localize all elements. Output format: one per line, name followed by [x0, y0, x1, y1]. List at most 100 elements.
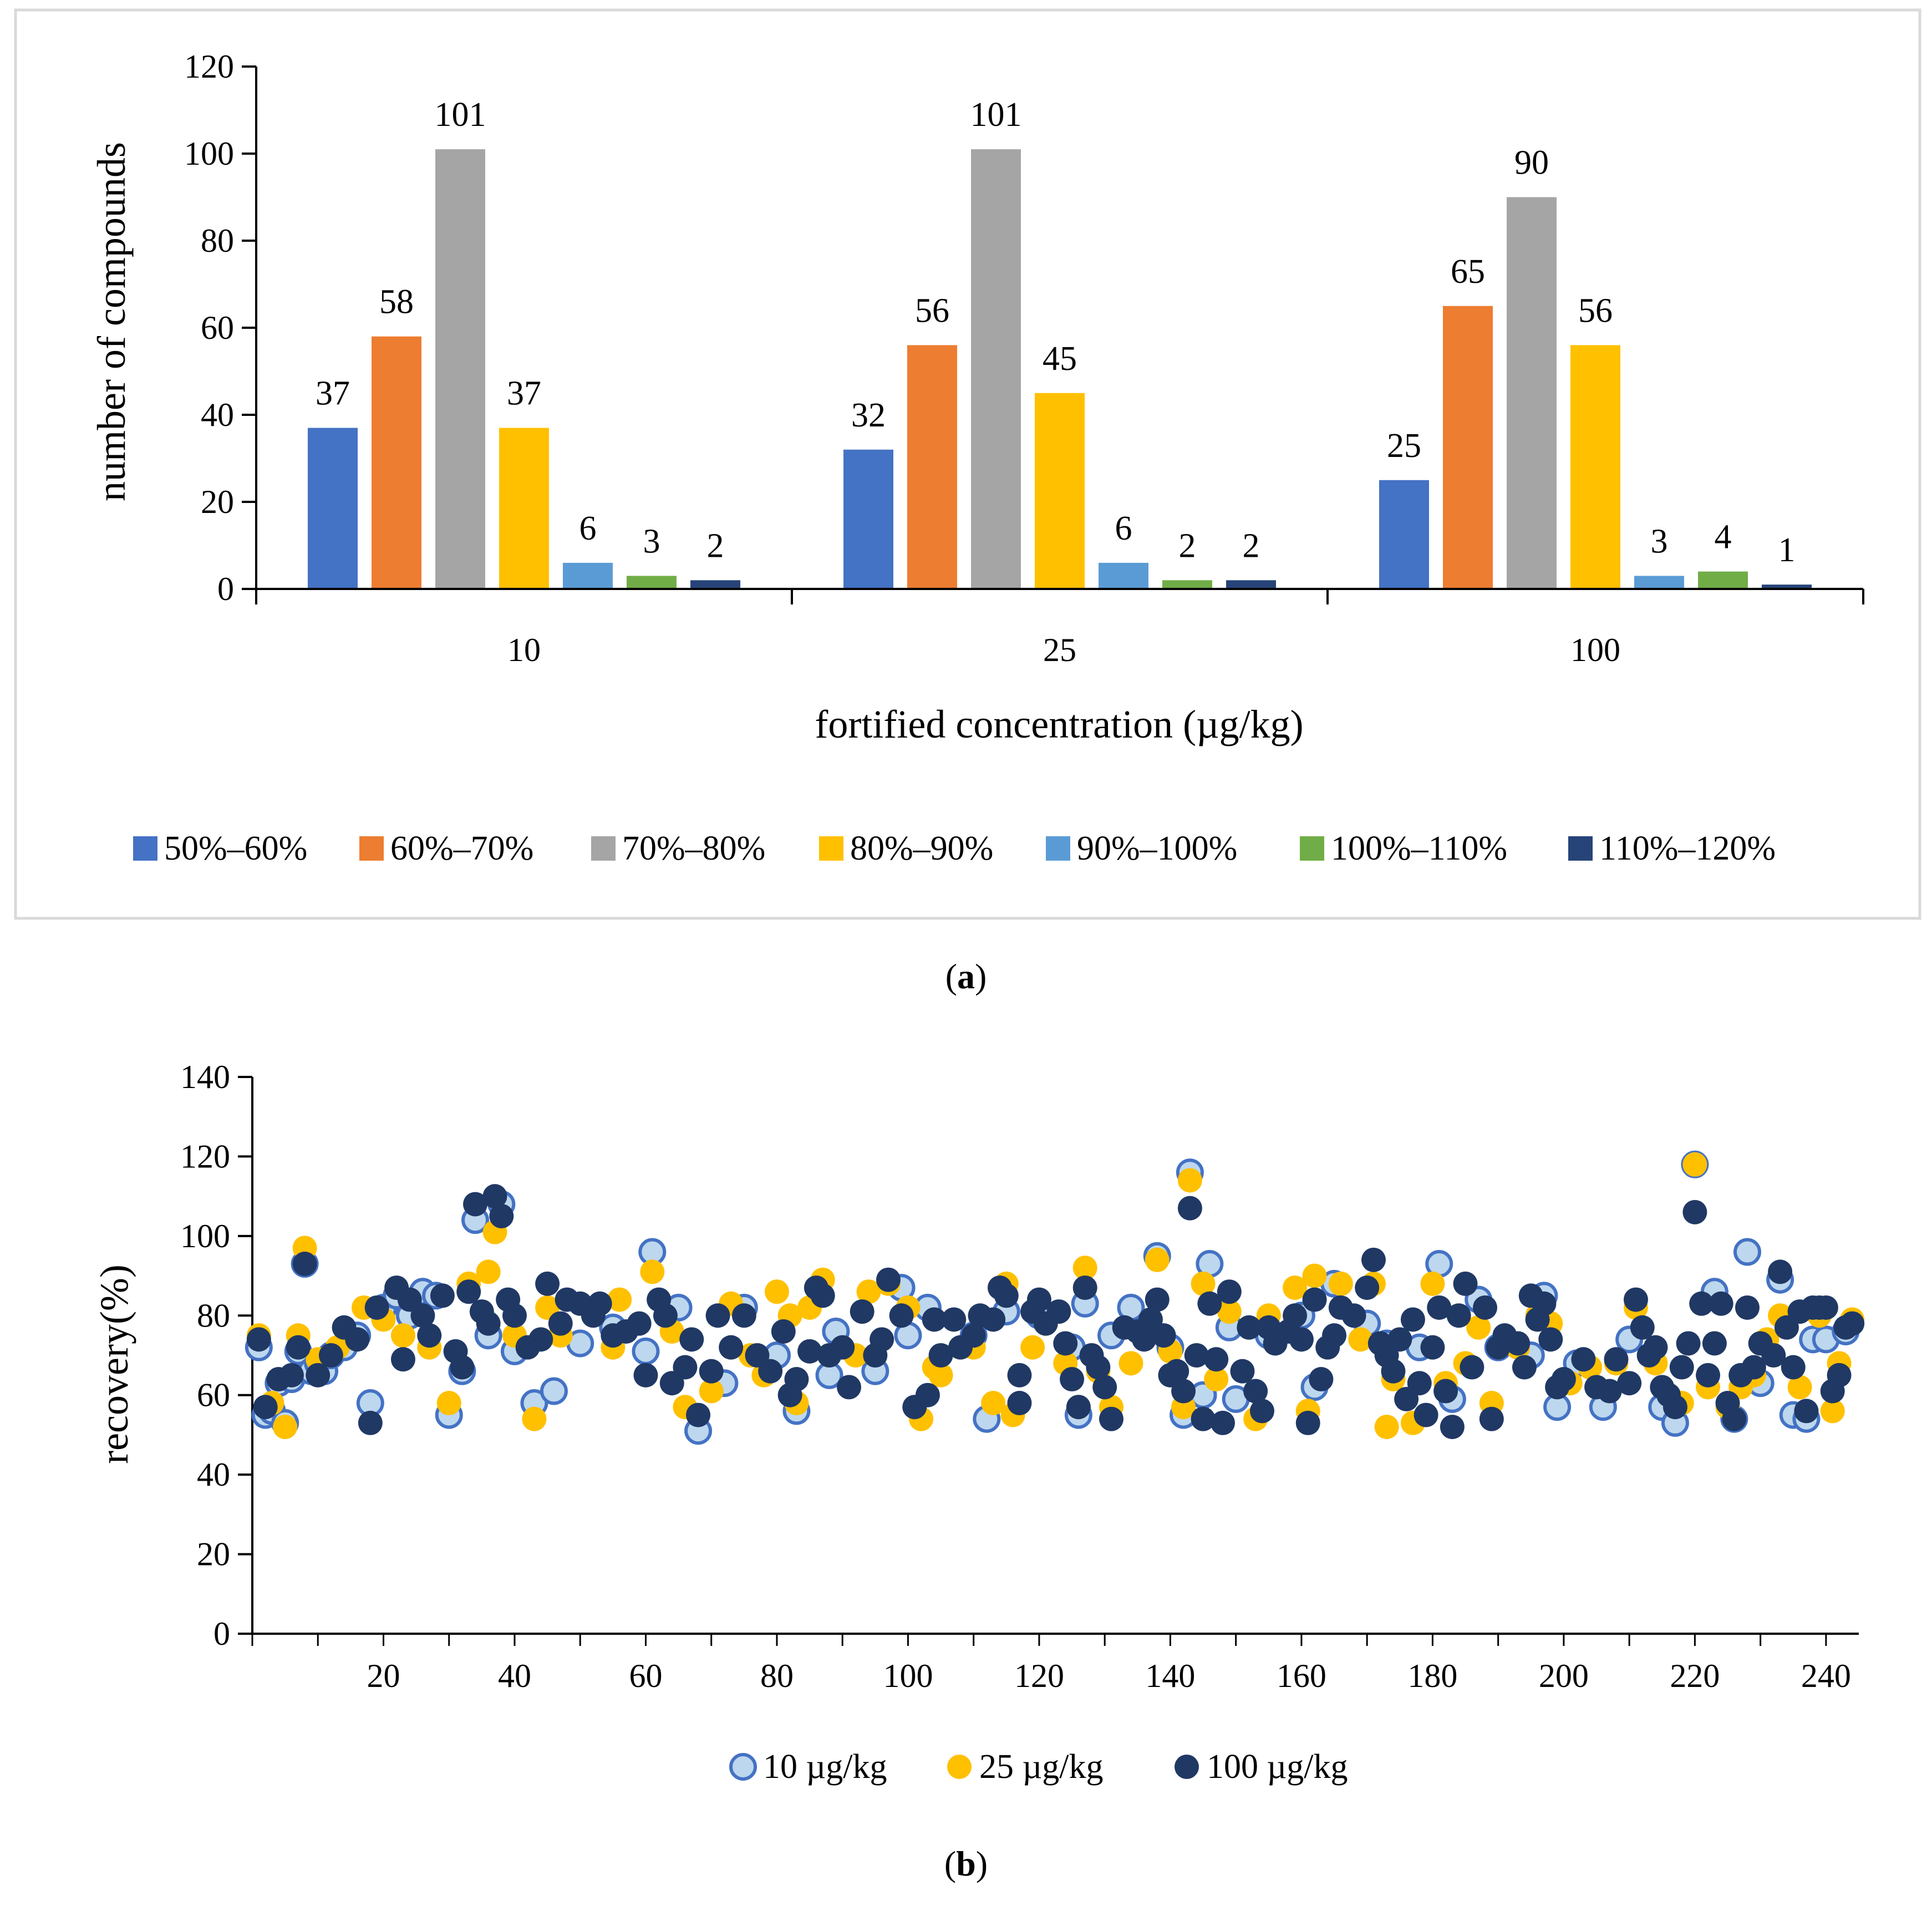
bar: [1507, 197, 1557, 589]
point-100: [1177, 1196, 1202, 1221]
bar-value-label: 65: [1451, 253, 1485, 291]
point-100: [1506, 1331, 1531, 1356]
point-100: [535, 1271, 560, 1296]
point-100: [889, 1303, 914, 1328]
point-100: [1217, 1279, 1242, 1304]
point-100: [1341, 1303, 1366, 1328]
point-100: [1538, 1327, 1563, 1352]
point-100: [1735, 1295, 1760, 1320]
point-100: [1283, 1303, 1308, 1328]
point-10: [1733, 1238, 1761, 1266]
bar-value-label: 6: [1115, 510, 1132, 547]
panel-b-x-tick-label: 220: [1670, 1658, 1720, 1694]
point-25: [607, 1287, 632, 1312]
panel-a-frame: [14, 8, 1921, 920]
legend-label: 100 µg/kg: [1207, 1748, 1348, 1786]
panel-a-label: (a): [945, 957, 987, 996]
point-100: [1446, 1303, 1471, 1328]
bar: [971, 149, 1021, 589]
bar: [843, 449, 893, 589]
bar: [907, 345, 957, 589]
point-100: [502, 1303, 527, 1328]
bar: [627, 576, 677, 589]
point-100: [1453, 1271, 1478, 1296]
point-100: [928, 1343, 953, 1368]
point-100: [528, 1327, 553, 1352]
point-25: [1682, 1152, 1707, 1177]
point-100: [1086, 1355, 1111, 1380]
point-100: [1053, 1331, 1078, 1356]
point-25: [764, 1279, 789, 1304]
legend-swatch: [819, 836, 843, 861]
bar-value-label: 6: [579, 510, 597, 547]
bar-value-label: 32: [851, 397, 886, 434]
point-25: [1466, 1315, 1491, 1340]
point-25: [1820, 1399, 1845, 1424]
point-100: [771, 1319, 796, 1344]
panel-b-x-tick-label: 240: [1801, 1658, 1851, 1694]
panel-b-letter: b: [956, 1844, 976, 1883]
bar: [1099, 562, 1148, 589]
point-100: [758, 1359, 783, 1384]
panel-a-y-tick-label: 20: [201, 484, 234, 520]
bar-value-label: 56: [915, 292, 949, 329]
bar-value-label: 37: [507, 375, 541, 413]
point-100: [1433, 1379, 1458, 1404]
panel-b-x-tick-label: 60: [629, 1658, 662, 1694]
point-100: [1630, 1315, 1655, 1340]
point-100: [1460, 1355, 1484, 1380]
point-100: [830, 1335, 855, 1360]
panel-a-y-tick-label: 80: [201, 222, 234, 259]
point-100: [1761, 1343, 1786, 1368]
point-100: [1289, 1327, 1314, 1352]
panel-b-ylabel: recovery(%): [92, 1264, 136, 1464]
bar: [499, 428, 549, 589]
point-100: [1551, 1367, 1576, 1392]
legend-label: 70%–80%: [622, 830, 765, 867]
bar: [690, 580, 740, 589]
point-100: [653, 1303, 678, 1328]
legend-label: 10 µg/kg: [763, 1748, 887, 1786]
point-100: [1813, 1295, 1838, 1320]
point-100: [1165, 1359, 1189, 1384]
bar: [1035, 393, 1085, 589]
bar: [372, 336, 421, 589]
bar-value-label: 2: [1179, 527, 1196, 565]
panel-b-y-tick-label: 80: [197, 1297, 230, 1334]
point-100: [870, 1327, 894, 1352]
panel-b-y-tick-label: 140: [180, 1059, 230, 1095]
point-100: [1420, 1335, 1445, 1360]
point-100: [705, 1303, 730, 1328]
point-25: [1072, 1256, 1097, 1280]
bar: [308, 428, 358, 589]
point-100: [1827, 1363, 1852, 1387]
panel-a-letter: a: [957, 957, 975, 996]
point-25: [1374, 1415, 1399, 1440]
legend-label: 100%–110%: [1331, 830, 1507, 867]
panel-b-x-tick-label: 40: [498, 1658, 531, 1694]
point-100: [410, 1303, 435, 1328]
point-100: [1249, 1399, 1274, 1424]
point-100: [922, 1307, 947, 1332]
point-100: [731, 1303, 756, 1328]
point-100: [1840, 1311, 1865, 1336]
point-100: [463, 1192, 488, 1217]
point-100: [1709, 1291, 1733, 1316]
point-100: [279, 1363, 304, 1387]
point-100: [1204, 1347, 1229, 1372]
point-100: [1669, 1355, 1694, 1380]
legend-label: 90%–100%: [1077, 830, 1237, 867]
point-100: [1309, 1367, 1334, 1392]
point-25: [1191, 1271, 1216, 1296]
point-25: [1177, 1168, 1202, 1193]
point-100: [253, 1395, 278, 1420]
point-100: [1322, 1323, 1347, 1348]
panel-a-ylabel: number of compounds: [89, 142, 134, 501]
point-100: [1617, 1371, 1642, 1396]
point-100: [1132, 1327, 1157, 1352]
point-100: [548, 1311, 573, 1336]
point-100: [876, 1267, 901, 1292]
point-100: [850, 1299, 875, 1324]
point-25: [1302, 1263, 1327, 1288]
point-100: [1151, 1323, 1176, 1348]
